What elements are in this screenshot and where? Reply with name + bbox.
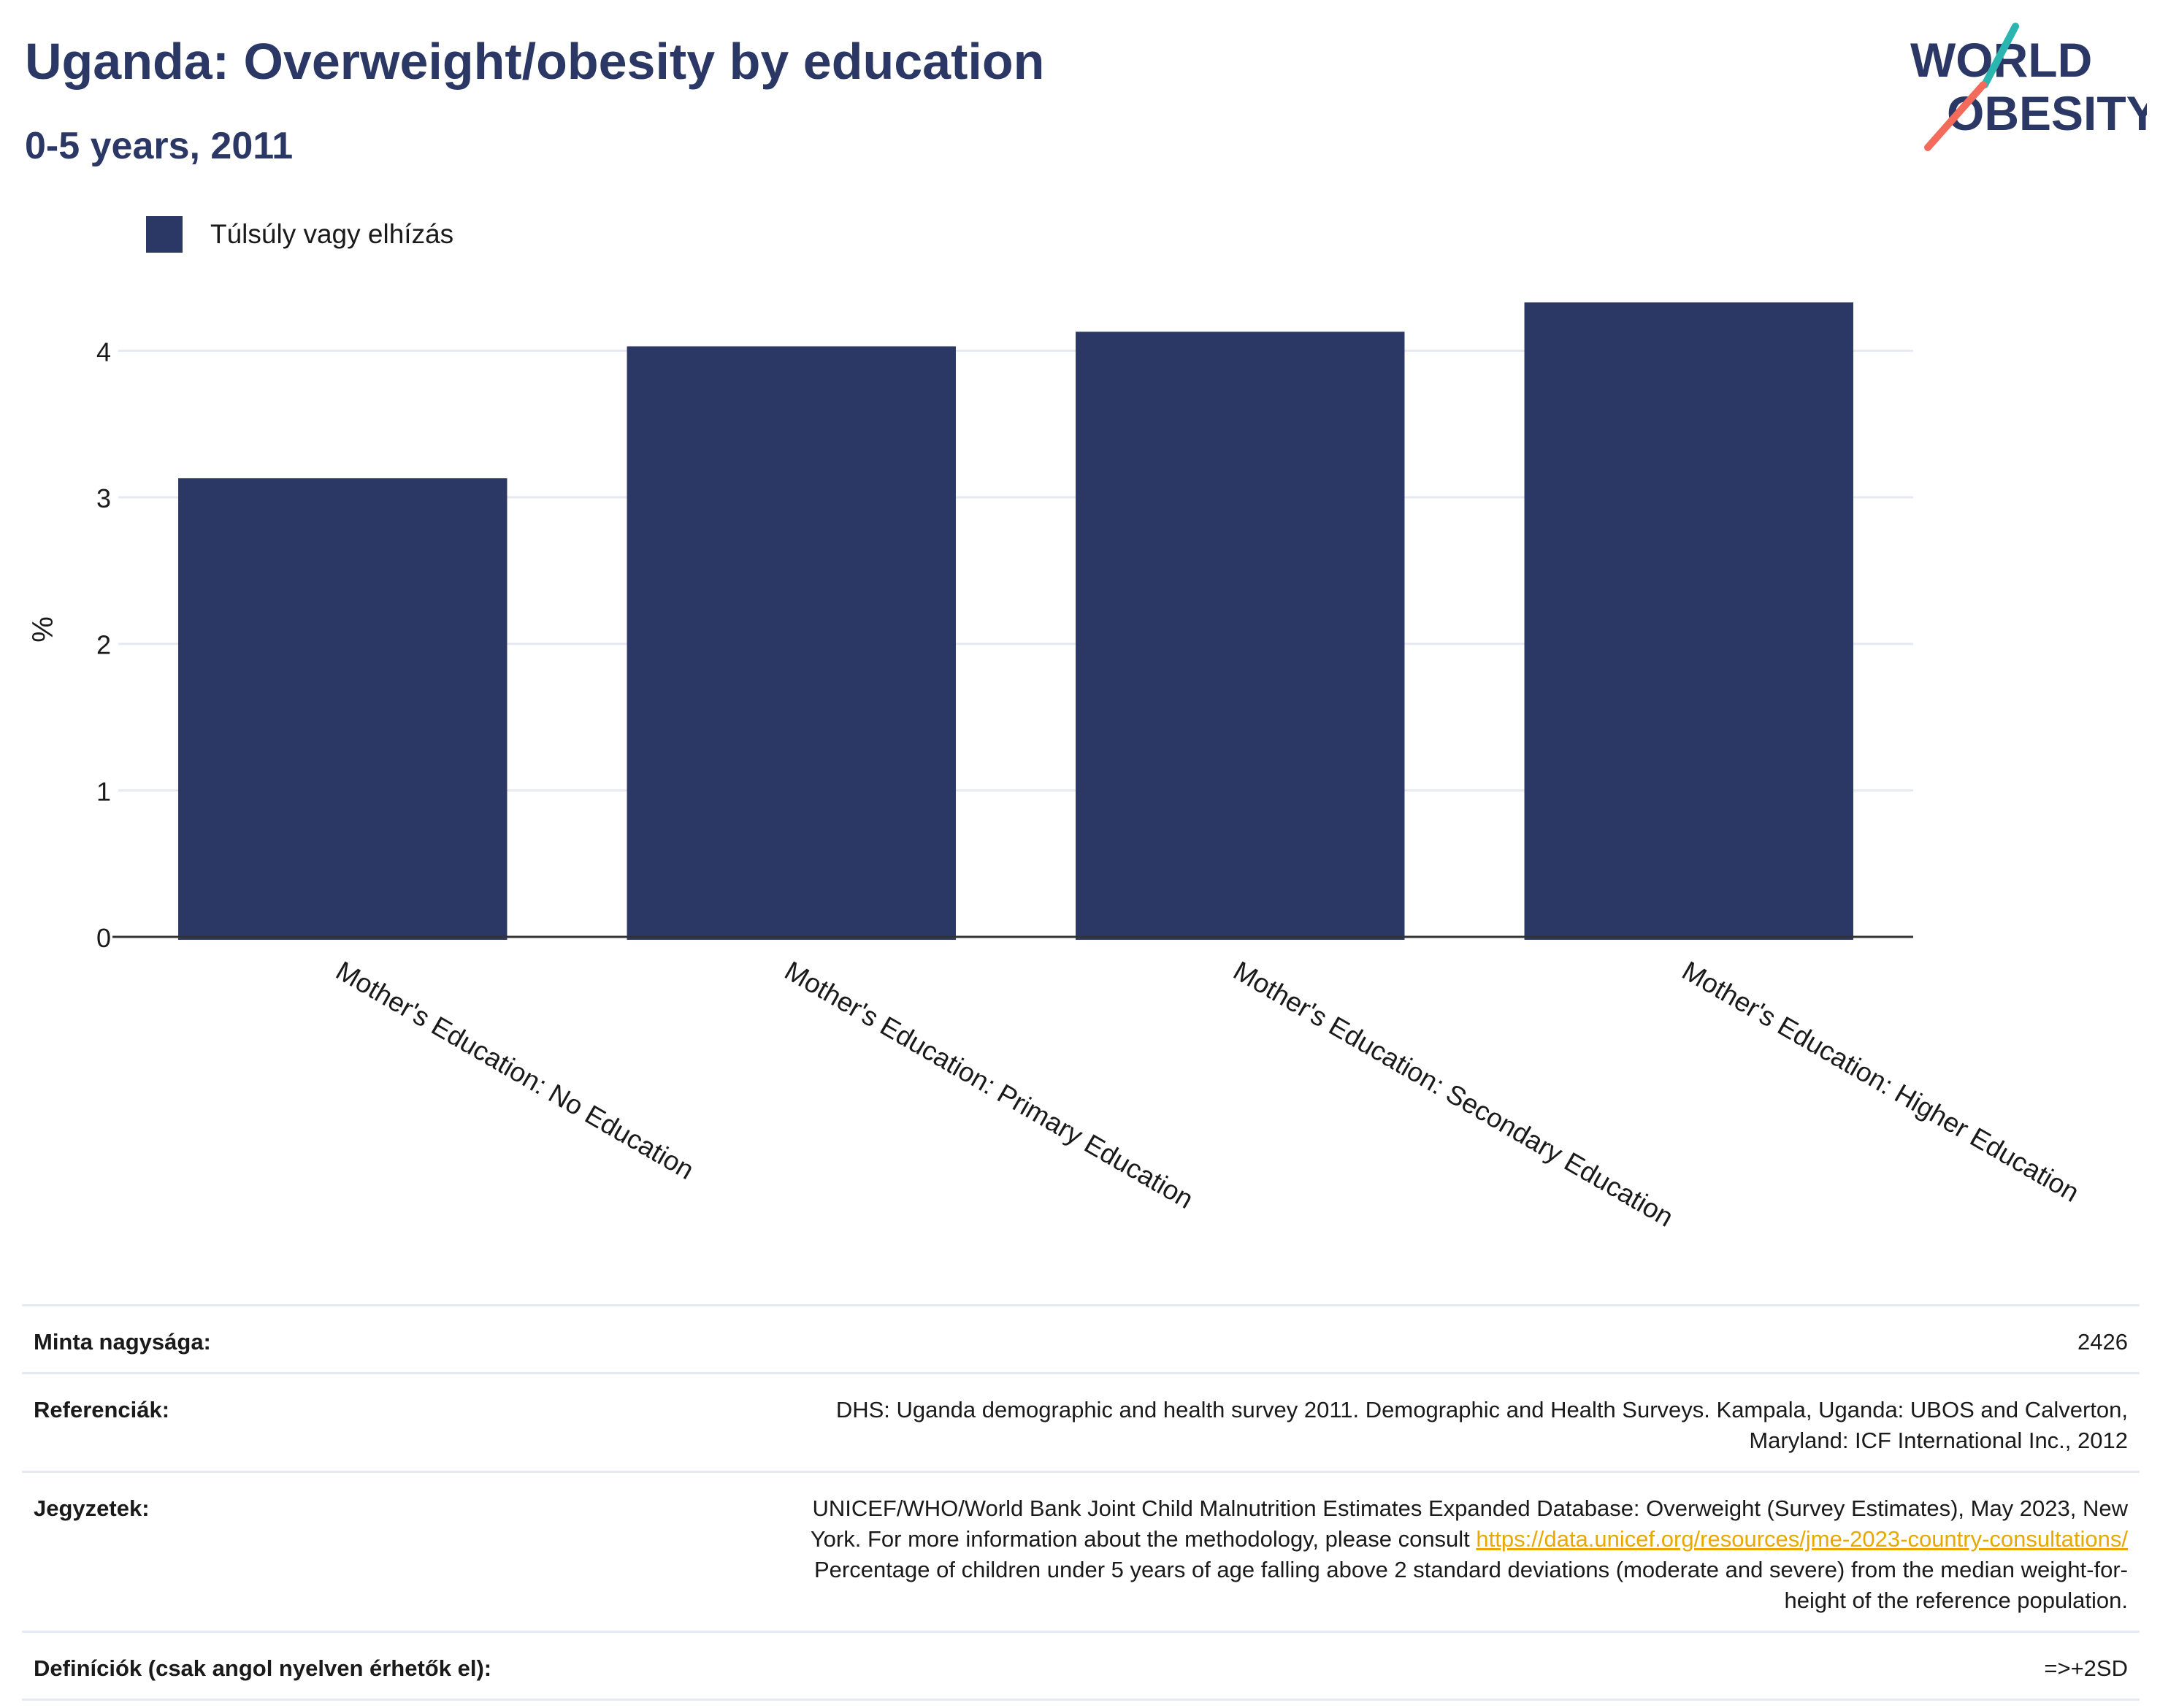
notes-line-4: height of the reference population. xyxy=(1784,1588,2128,1613)
legend-label: Túlsúly vagy elhízás xyxy=(210,219,454,249)
references-line-2: Maryland: ICF International Inc., 2012 xyxy=(1749,1428,2128,1453)
legend-swatch xyxy=(146,216,183,253)
bar-3[interactable] xyxy=(1076,332,1405,940)
bar-2[interactable] xyxy=(627,346,956,941)
bar-chart: 0 1 2 3 4% Mother's Education: No Education Mo… xyxy=(27,302,2084,1233)
references-row: Referenciák: DHS: Uganda demographic and… xyxy=(22,1372,2140,1473)
x-tick-label: Mother's Education: No Education xyxy=(331,955,699,1185)
sample-size-value: 2426 xyxy=(581,1304,2140,1374)
chart-title: Uganda: Overweight/obesity by education xyxy=(25,33,1045,90)
definitions-value: =>+2SD xyxy=(581,1631,2140,1701)
notes-line-3: Percentage of children under 5 years of … xyxy=(813,1557,2128,1582)
logo-slash-coral xyxy=(1924,81,1987,151)
world-obesity-logo: WORLD OBESITY xyxy=(1910,23,2147,151)
y-tick-label: 3 xyxy=(96,483,111,513)
chart-subtitle: 0-5 years, 2011 xyxy=(25,125,294,167)
references-label: Referenciák: xyxy=(22,1372,581,1473)
definitions-row: Definíciók (csak angol nyelven érhetők e… xyxy=(22,1631,2140,1701)
y-tick-label: 0 xyxy=(96,923,111,953)
sample-size-label: Minta nagysága: xyxy=(22,1304,581,1374)
bar-4[interactable] xyxy=(1524,302,1853,940)
bars xyxy=(178,302,1853,941)
sample-size-row: Minta nagysága: 2426 xyxy=(22,1304,2140,1374)
y-axis-title: % xyxy=(27,616,59,643)
notes-row: Jegyzetek: UNICEF/WHO/World Bank Joint C… xyxy=(22,1471,2140,1633)
info-table: Minta nagysága: 2426 Referenciák: DHS: U… xyxy=(22,1304,2140,1701)
y-tick-label: 1 xyxy=(96,776,111,806)
references-line-1: DHS: Uganda demographic and health surve… xyxy=(835,1397,2128,1422)
definitions-label: Definíciók (csak angol nyelven érhetők e… xyxy=(22,1631,581,1701)
notes-line-2: York. For more information about the met… xyxy=(810,1526,1470,1552)
notes-value: UNICEF/WHO/World Bank Joint Child Malnut… xyxy=(581,1471,2140,1633)
notes-line-1: UNICEF/WHO/World Bank Joint Child Malnut… xyxy=(812,1496,2128,1521)
x-tick-label: Mother's Education: Higher Education xyxy=(1677,955,2084,1207)
x-tick-label: Mother's Education: Secondary Education xyxy=(1228,955,1678,1232)
logo-word-obesity: OBESITY xyxy=(1947,86,2147,140)
y-tick-label: 4 xyxy=(96,337,111,367)
references-value: DHS: Uganda demographic and health surve… xyxy=(581,1372,2140,1473)
bar-1[interactable] xyxy=(178,478,508,940)
logo-slash-teal xyxy=(1981,23,2019,88)
methodology-link[interactable]: https://data.unicef.org/resources/jme-20… xyxy=(1476,1526,2128,1552)
notes-label: Jegyzetek: xyxy=(22,1471,581,1633)
y-tick-label: 2 xyxy=(96,630,111,660)
x-tick-label: Mother's Education: Primary Education xyxy=(780,955,1198,1214)
legend[interactable]: Túlsúly vagy elhízás xyxy=(146,216,453,253)
